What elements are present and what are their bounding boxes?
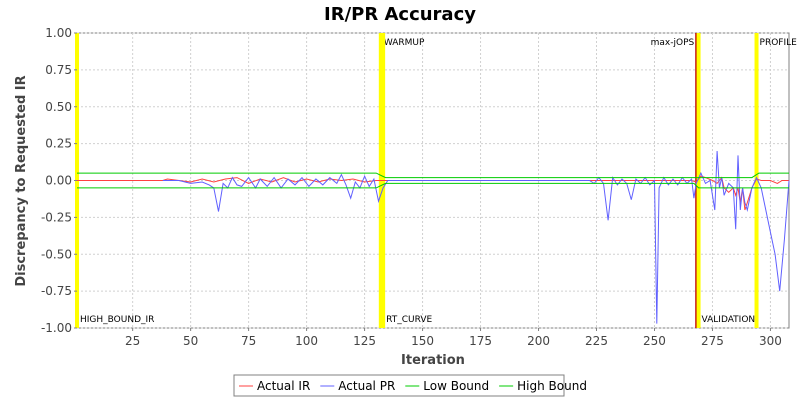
- x-tick-label: 150: [411, 334, 434, 348]
- y-tick-label: 0.25: [45, 137, 72, 151]
- marker-label: RT_CURVE: [386, 315, 432, 325]
- series-line: [77, 182, 789, 189]
- y-tick-label: 0.75: [45, 63, 72, 77]
- marker-label: max-jOPS: [651, 38, 695, 48]
- legend-label: Actual IR: [257, 379, 310, 393]
- marker-line: [696, 33, 701, 328]
- x-tick-label: 50: [183, 334, 198, 348]
- x-tick-label: 275: [701, 334, 724, 348]
- marker-label: WARMUP: [384, 38, 425, 48]
- y-tick-label: 0.00: [45, 174, 72, 188]
- marker-label: HIGH_BOUND_IR: [80, 315, 154, 325]
- x-axis-ticks: 25 50 75 100 125 150 175 200 225 250 275 300: [125, 328, 782, 348]
- marker-line: [754, 33, 759, 328]
- legend: Actual IR Actual PR Low Bound High Bound: [233, 374, 587, 397]
- legend-label: Actual PR: [338, 379, 395, 393]
- y-tick-label: 0.50: [45, 100, 72, 114]
- x-axis-label: Iteration: [401, 353, 465, 368]
- x-tick-label: 200: [527, 334, 550, 348]
- x-tick-label: 25: [125, 334, 140, 348]
- legend-label: Low Bound: [423, 379, 489, 393]
- marker-label: VALIDATION: [702, 315, 756, 325]
- x-tick-label: 175: [469, 334, 492, 348]
- x-tick-label: 300: [759, 334, 782, 348]
- chart-title: IR/PR Accuracy: [324, 4, 476, 25]
- grid-lines: [77, 32, 789, 329]
- series-lines: [77, 150, 790, 324]
- x-tick-label: 75: [241, 334, 256, 348]
- x-tick-label: 125: [353, 334, 376, 348]
- y-tick-label: -1.00: [41, 321, 72, 335]
- series-line: [77, 172, 789, 179]
- y-tick-label: -0.50: [41, 247, 72, 261]
- marker-line: [695, 33, 698, 328]
- legend-label: High Bound: [517, 379, 587, 393]
- y-tick-label: 1.00: [45, 26, 72, 40]
- series-line: [77, 175, 789, 211]
- x-tick-label: 250: [643, 334, 666, 348]
- y-tick-label: -0.75: [41, 284, 72, 298]
- y-axis-label: Discrepancy to Requested IR: [14, 75, 29, 286]
- x-tick-label: 225: [585, 334, 608, 348]
- y-axis-ticks: 1.00 0.75 0.50 0.25 0.00 -0.25 -0.50 -0.75 -1.00: [41, 26, 77, 335]
- marker-label: PROFILE: [760, 38, 798, 48]
- legend-box: [233, 374, 565, 397]
- x-tick-label: 100: [295, 334, 318, 348]
- y-tick-label: -0.25: [41, 210, 72, 224]
